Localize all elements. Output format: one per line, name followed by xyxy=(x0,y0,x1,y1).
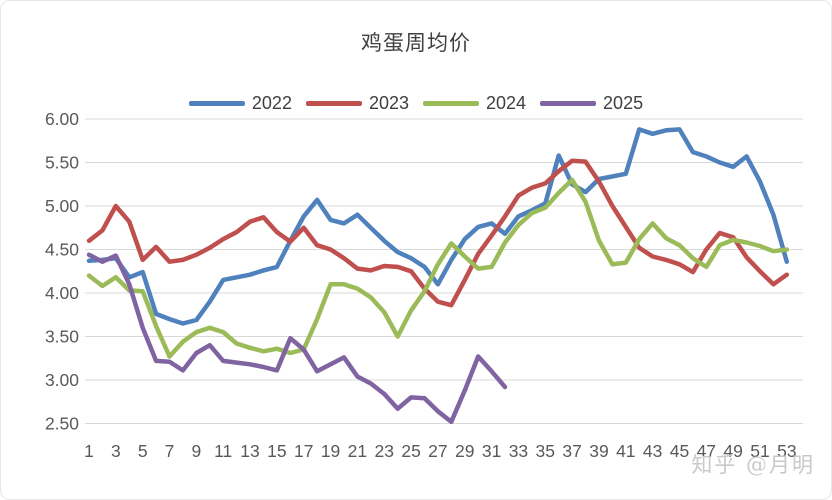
x-axis-tick-label: 31 xyxy=(482,441,501,461)
legend-item-2022: 2022 xyxy=(188,93,292,114)
legend-label: 2025 xyxy=(603,93,644,113)
x-axis-tick-label: 17 xyxy=(294,441,313,461)
x-axis-tick-label: 15 xyxy=(267,441,286,461)
y-axis-tick-label: 5.50 xyxy=(45,153,79,173)
y-axis-tick-label: 5.00 xyxy=(45,196,79,216)
x-axis-tick-label: 49 xyxy=(723,441,742,461)
x-axis-tick-label: 51 xyxy=(750,441,769,461)
legend-line-swatch-2025 xyxy=(540,101,597,106)
x-axis-tick-label: 37 xyxy=(562,441,581,461)
x-axis-tick-label: 33 xyxy=(509,441,528,461)
chart-title: 鸡蛋周均价 xyxy=(361,31,471,55)
y-axis-tick-label: 2.50 xyxy=(45,414,79,434)
x-axis-tick-label: 21 xyxy=(348,441,367,461)
x-axis-tick-label: 43 xyxy=(643,441,662,461)
legend-line-swatch-2024 xyxy=(423,101,479,106)
x-axis-tick-label: 1 xyxy=(84,441,94,461)
x-axis-tick-label: 35 xyxy=(536,441,555,461)
series-line-2023 xyxy=(86,158,790,308)
series-line-2024 xyxy=(86,177,790,359)
chart-legend: 2022 2023 2024 2025 xyxy=(1,93,831,114)
x-axis-tick-label: 25 xyxy=(401,441,420,461)
y-axis-tick-label: 3.50 xyxy=(45,327,79,347)
y-axis-tick-label: 4.50 xyxy=(45,240,79,260)
series-line-2022 xyxy=(86,127,790,326)
x-axis-tick-label: 5 xyxy=(138,441,148,461)
series-line-2025 xyxy=(86,252,508,425)
legend-label: 2022 xyxy=(251,93,292,113)
y-axis-tick-label: 6.00 xyxy=(45,109,79,129)
x-axis-tick-label: 45 xyxy=(670,441,689,461)
legend-item-2024: 2024 xyxy=(423,93,526,114)
x-axis-tick-label: 9 xyxy=(191,441,201,461)
legend-item-2023: 2023 xyxy=(305,93,409,114)
x-axis-tick-label: 13 xyxy=(240,441,259,461)
legend-item-2025: 2025 xyxy=(540,93,643,114)
legend-label: 2023 xyxy=(368,93,409,113)
x-axis-tick-label: 27 xyxy=(428,441,447,461)
x-axis-tick-label: 29 xyxy=(455,441,474,461)
x-axis-tick-label: 11 xyxy=(214,441,232,461)
y-axis-tick-label: 3.00 xyxy=(45,370,79,390)
x-axis-tick-label: 7 xyxy=(165,441,175,461)
x-axis-tick-label: 53 xyxy=(777,441,796,461)
x-axis-tick-label: 19 xyxy=(321,441,340,461)
x-axis-tick-label: 47 xyxy=(697,441,716,461)
legend-line-swatch-2023 xyxy=(305,101,362,106)
x-axis-tick-label: 3 xyxy=(111,441,121,461)
legend-line-swatch-2022 xyxy=(188,101,245,106)
x-axis-tick-label: 41 xyxy=(616,441,635,461)
legend-label: 2024 xyxy=(486,93,527,113)
y-axis-tick-label: 4.00 xyxy=(45,283,79,303)
x-axis-tick-label: 23 xyxy=(375,441,394,461)
x-axis-tick-label: 39 xyxy=(589,441,608,461)
